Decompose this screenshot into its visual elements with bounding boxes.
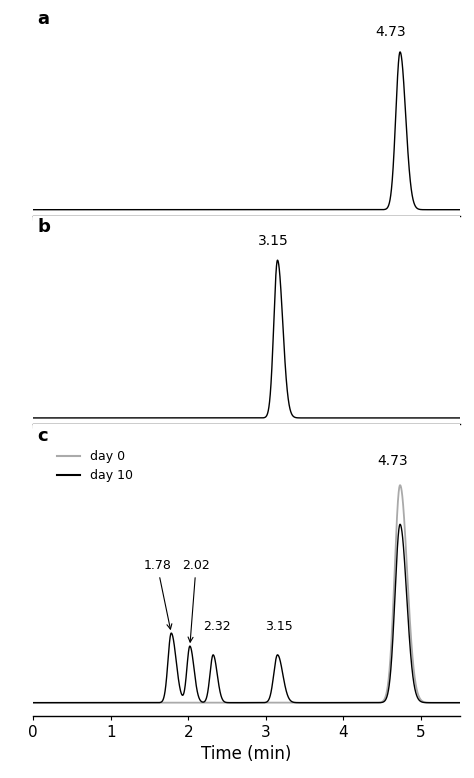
Text: 3.15: 3.15	[265, 620, 293, 633]
X-axis label: Time (min): Time (min)	[201, 745, 292, 763]
Text: 2.32: 2.32	[203, 620, 231, 633]
Text: 2.02: 2.02	[182, 559, 210, 642]
Text: 4.73: 4.73	[375, 26, 406, 40]
Text: 3.15: 3.15	[258, 233, 289, 247]
Text: b: b	[37, 218, 50, 236]
Text: c: c	[37, 427, 48, 445]
Text: 1.78: 1.78	[143, 559, 172, 629]
Text: 4.73: 4.73	[377, 454, 408, 468]
Text: a: a	[37, 10, 49, 28]
Legend: day 0, day 10: day 0, day 10	[52, 445, 138, 487]
